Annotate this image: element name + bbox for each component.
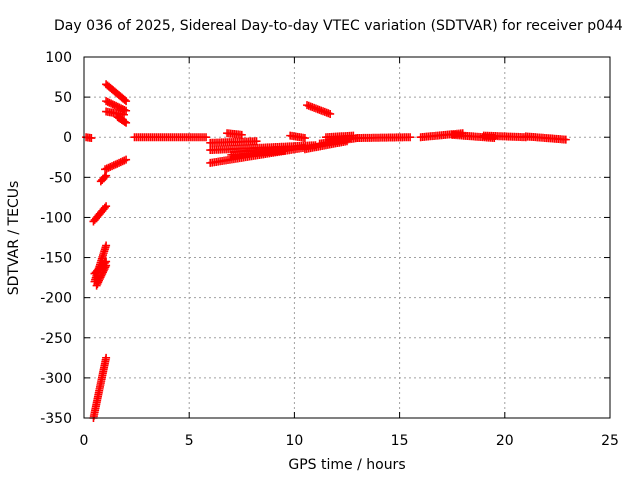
y-tick-label: -300: [40, 371, 72, 387]
data-point: [279, 146, 288, 155]
data-point: [120, 95, 129, 104]
data-point: [102, 164, 111, 173]
data-point: [102, 353, 111, 362]
data-point: [104, 163, 113, 172]
y-tick-label: 100: [45, 50, 72, 66]
data-point: [120, 156, 129, 165]
data-point: [101, 165, 110, 174]
data-point: [102, 241, 111, 250]
y-tick-label: -50: [49, 170, 72, 186]
data-point: [122, 97, 131, 106]
y-tick-label: 0: [63, 130, 72, 146]
ticks: 0 5 10 15 20 25 100 50 0 -50 -100 -150 -200 -250 -300 -…: [40, 50, 619, 449]
data-point: [561, 135, 570, 144]
x-axis-label: GPS time / hours: [288, 457, 406, 473]
data-point: [109, 161, 118, 170]
data-point: [113, 159, 122, 168]
data-point: [122, 155, 131, 164]
x-tick-label: 0: [80, 433, 89, 449]
data-point: [118, 157, 127, 166]
y-tick-label: -250: [40, 331, 72, 347]
data-point: [237, 130, 246, 139]
data-point: [100, 203, 109, 212]
data-point: [326, 109, 335, 118]
data-point: [300, 134, 309, 143]
data-point: [108, 162, 117, 171]
data-point: [87, 134, 96, 143]
data-point: [102, 202, 111, 211]
data-point: [252, 137, 261, 146]
data-point: [122, 118, 131, 127]
x-tick-label: 20: [496, 433, 514, 449]
x-tick-label: 15: [391, 433, 409, 449]
data-point: [122, 106, 131, 115]
data-point: [100, 173, 109, 182]
y-tick-label: -200: [40, 291, 72, 307]
data-point: [106, 162, 115, 171]
plot-frame: [83, 56, 611, 419]
data-points: [82, 80, 570, 422]
data-point: [111, 160, 120, 169]
data-point: [102, 261, 111, 270]
y-tick-label: -100: [40, 210, 72, 226]
data-point: [349, 131, 358, 140]
data-point: [202, 133, 211, 142]
y-tick-label: -150: [40, 251, 72, 267]
x-tick-label: 25: [601, 433, 619, 449]
x-tick-label: 10: [285, 433, 303, 449]
data-point: [115, 158, 124, 167]
y-tick-label: 50: [54, 90, 72, 106]
data-point: [406, 133, 415, 142]
data-point: [120, 117, 129, 126]
grid: [84, 57, 610, 418]
x-tick-label: 5: [185, 433, 194, 449]
y-tick-label: -350: [40, 411, 72, 427]
data-point: [102, 171, 111, 180]
data-point: [116, 158, 125, 167]
